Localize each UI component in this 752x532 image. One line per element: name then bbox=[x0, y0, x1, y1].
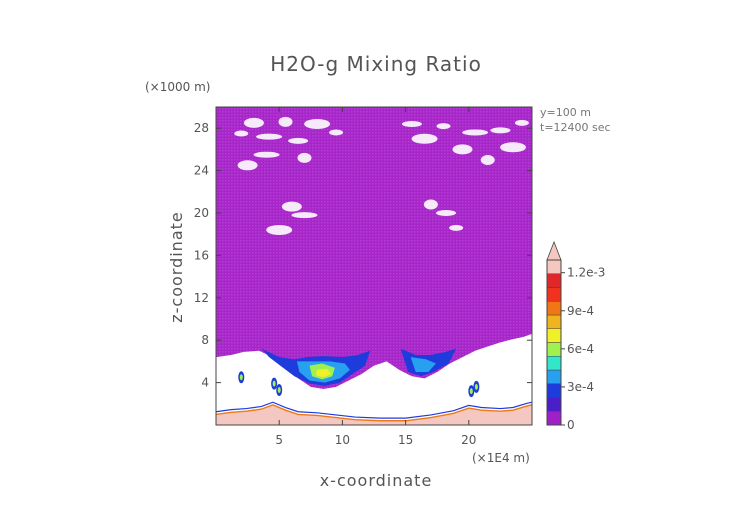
chart-title: H2O-g Mixing Ratio bbox=[270, 52, 482, 76]
cloud-gap bbox=[304, 118, 331, 129]
colorbar-segment bbox=[546, 411, 562, 426]
x-tick-label: 10 bbox=[335, 433, 350, 447]
cloud-gap bbox=[234, 130, 249, 137]
y-axis-title: z-coordinate bbox=[167, 211, 186, 323]
colorbar-segment bbox=[546, 287, 562, 302]
y-tick-label: 24 bbox=[194, 164, 209, 178]
colorbar-segment bbox=[546, 397, 562, 412]
colorbar-segment bbox=[546, 383, 562, 398]
cloud-gap bbox=[281, 201, 302, 212]
plot-area bbox=[215, 106, 533, 426]
moist-blob bbox=[272, 380, 276, 387]
y-unit-label: (×1000 m) bbox=[145, 80, 210, 94]
surface-contour bbox=[215, 404, 533, 422]
cloud-gap bbox=[401, 120, 422, 127]
colorbar-segment bbox=[546, 301, 562, 316]
colorbar-tick-label: 6e-4 bbox=[567, 342, 594, 356]
cloud-gap bbox=[278, 116, 293, 127]
cloud-gap bbox=[291, 212, 318, 219]
colorbar-segment bbox=[546, 342, 562, 357]
colorbar-tick-label: 9e-4 bbox=[567, 304, 594, 318]
moist-blob bbox=[239, 374, 243, 381]
cloud-gap bbox=[237, 160, 258, 171]
cloud-gap bbox=[243, 117, 264, 128]
cloud-gap bbox=[411, 133, 438, 144]
cloud-gap bbox=[288, 137, 309, 144]
colorbar: 0 3e-4 6e-4 9e-4 1.2e-3 bbox=[546, 240, 605, 432]
colorbar-tick-label: 0 bbox=[567, 418, 575, 432]
x-unit-label: (×1E4 m) bbox=[472, 451, 530, 465]
colorbar-tick-label: 1.2e-3 bbox=[567, 266, 605, 280]
y-tick-label: 20 bbox=[194, 206, 209, 220]
cloud-gap bbox=[449, 224, 464, 231]
cloud-gap bbox=[297, 152, 312, 163]
cloud-gap bbox=[490, 127, 511, 134]
moist-blob bbox=[469, 388, 473, 395]
cloud-gap bbox=[256, 133, 283, 140]
moist-peak bbox=[315, 368, 332, 378]
y-axis-ticks: 4 8 12 16 20 24 28 bbox=[194, 121, 532, 390]
cloud-gap bbox=[436, 123, 451, 130]
moist-blob bbox=[474, 383, 478, 390]
y-tick-label: 28 bbox=[194, 121, 209, 135]
y-tick-label: 4 bbox=[201, 376, 209, 390]
cloud-gap bbox=[500, 142, 527, 153]
x-axis-ticks: 5 10 15 20 bbox=[275, 107, 476, 447]
surface-contour bbox=[215, 401, 533, 419]
cloud-gap bbox=[514, 119, 529, 126]
cloud-gap bbox=[329, 129, 344, 136]
y-tick-label: 8 bbox=[201, 333, 209, 347]
cloud-gap bbox=[436, 210, 457, 216]
colorbar-extend-arrow bbox=[546, 240, 562, 261]
colorbar-frame bbox=[546, 259, 562, 426]
moist-blob bbox=[277, 387, 281, 394]
y-tick-label: 12 bbox=[194, 291, 209, 305]
cloud-gap bbox=[266, 224, 293, 235]
colorbar-segment bbox=[546, 369, 562, 384]
plot-frame bbox=[215, 106, 533, 426]
cloud-gap bbox=[480, 155, 495, 165]
colorbar-segment bbox=[546, 314, 562, 329]
y-tick-label: 16 bbox=[194, 248, 209, 262]
cloud-gap bbox=[423, 199, 438, 210]
x-axis-title: x-coordinate bbox=[320, 471, 433, 490]
surface-layer bbox=[216, 404, 532, 425]
cloud-gap bbox=[253, 151, 280, 158]
annotation-line: t=12400 sec bbox=[540, 121, 611, 134]
dry-region bbox=[216, 333, 532, 425]
moist-core bbox=[410, 357, 436, 372]
annotation-line: y=100 m bbox=[540, 106, 591, 119]
x-tick-label: 5 bbox=[275, 433, 283, 447]
colorbar-segment bbox=[546, 356, 562, 371]
x-tick-label: 15 bbox=[398, 433, 413, 447]
x-tick-label: 20 bbox=[461, 433, 476, 447]
cloud-gap bbox=[452, 144, 473, 155]
cloud-gap bbox=[462, 129, 489, 136]
colorbar-segment bbox=[546, 259, 562, 274]
colorbar-tick-label: 3e-4 bbox=[567, 380, 594, 394]
colorbar-segment bbox=[546, 328, 562, 343]
colorbar-segment bbox=[546, 273, 562, 288]
